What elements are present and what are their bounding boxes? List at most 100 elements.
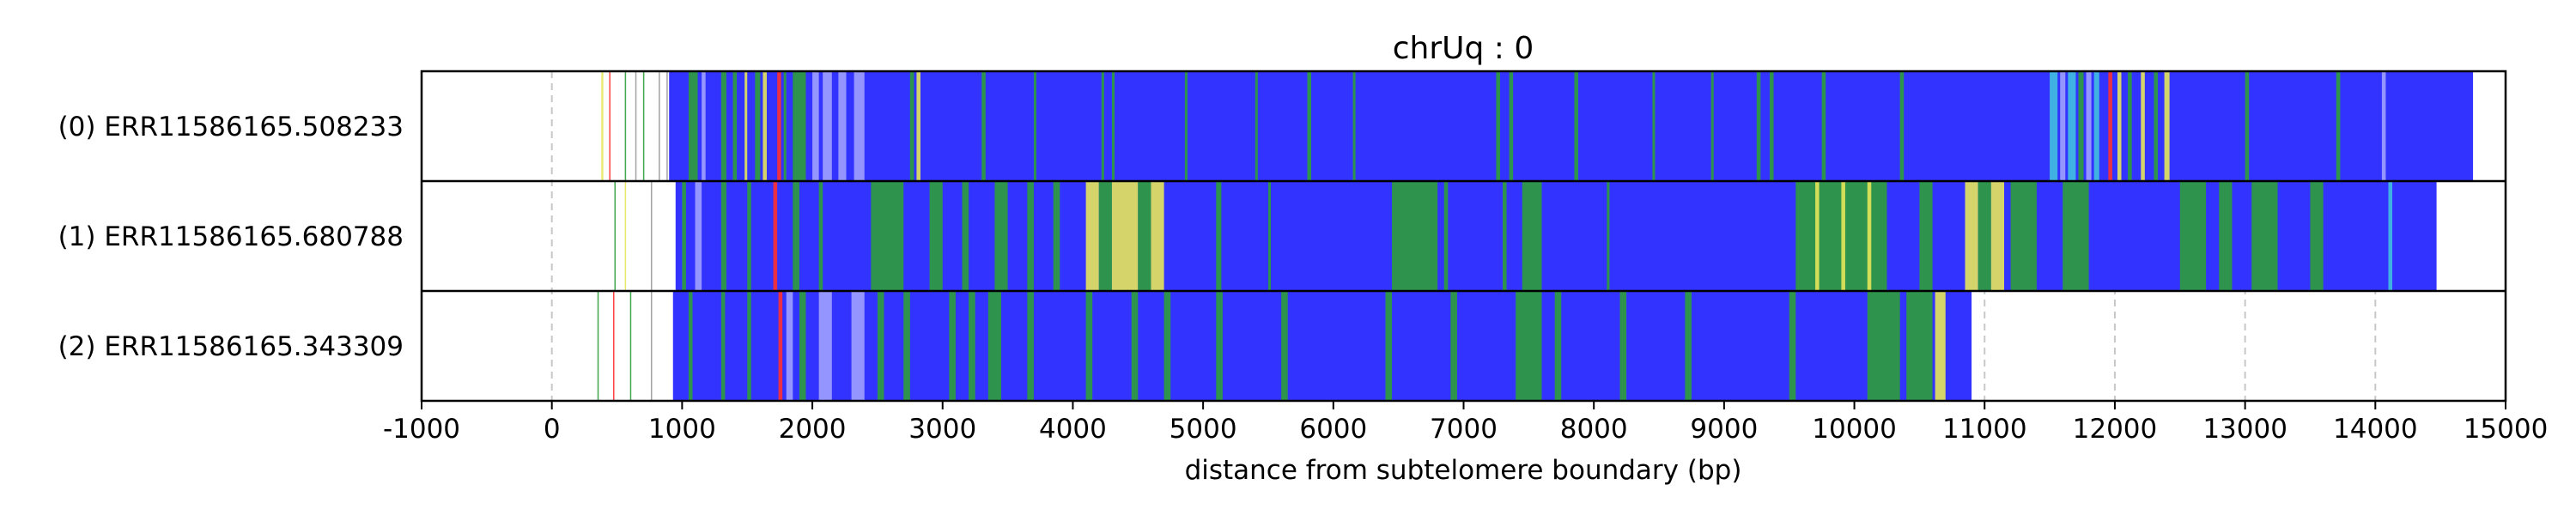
read-segment (778, 291, 783, 401)
read-segment (2060, 71, 2066, 181)
read-segment (773, 181, 778, 291)
read-segment (1053, 181, 1060, 291)
x-tick-label: 14000 (2333, 414, 2418, 445)
read-segment (987, 291, 1002, 401)
x-tick-label: 2000 (779, 414, 847, 445)
read-segment (755, 71, 761, 181)
x-tick-label: 5000 (1170, 414, 1237, 445)
chart-title: chrUq : 0 (1393, 31, 1534, 66)
read-segment (695, 181, 702, 291)
read-segment (1163, 291, 1171, 401)
x-tick-label: 1000 (648, 414, 716, 445)
read-segment (929, 181, 943, 291)
read-segment (612, 291, 615, 401)
x-tick-label: 0 (544, 414, 561, 445)
read-segment (2251, 181, 2278, 291)
read-segment (2068, 71, 2076, 181)
read-segment (1906, 291, 1933, 401)
read-segment (969, 291, 975, 401)
read-segment (1027, 291, 1034, 401)
x-tick-label: 3000 (908, 414, 976, 445)
read-segment (1935, 291, 1946, 401)
x-tick-label: 8000 (1560, 414, 1628, 445)
read-segment (812, 71, 819, 181)
read-segment (1033, 71, 1036, 181)
read-segment (702, 71, 706, 181)
read-segment (2381, 71, 2386, 181)
read-segment (1392, 181, 1438, 291)
read-segment (1085, 181, 1099, 291)
read-segment (659, 71, 660, 181)
read-segment (1216, 181, 1222, 291)
read-label: (0) ERR11586165.508233 (58, 112, 404, 142)
read-segment (1352, 71, 1356, 181)
read-segment (1769, 71, 1774, 181)
read-segment (744, 71, 748, 181)
read-segment (2179, 181, 2207, 291)
read-segment (1978, 181, 1991, 291)
read-segment (688, 71, 698, 181)
read-segment (1281, 291, 1288, 401)
x-tick-label: 6000 (1299, 414, 1367, 445)
read-segment (1098, 181, 1112, 291)
read-segment (650, 291, 653, 401)
read-segment (1111, 181, 1139, 291)
read-segment (1184, 71, 1188, 181)
read-segment (614, 181, 617, 291)
read-segment (2128, 71, 2132, 181)
x-tick-label: 7000 (1430, 414, 1498, 445)
read-segment (1111, 71, 1115, 181)
x-tick-label: 4000 (1039, 414, 1107, 445)
read-segment (1789, 291, 1796, 401)
read-segment (2108, 71, 2112, 181)
read-segment (2245, 71, 2250, 181)
read-segment (682, 181, 686, 291)
read-segment (981, 71, 986, 181)
read-segment (1216, 291, 1223, 401)
read-segment (2219, 181, 2233, 291)
read-segment (720, 291, 726, 401)
read-segment (793, 181, 799, 291)
read-segment (2164, 71, 2170, 181)
read-segment (2388, 181, 2393, 291)
read-segment (1574, 71, 1578, 181)
read-segment (854, 71, 865, 181)
read-segment (2141, 71, 2145, 181)
read-segment (1503, 181, 1507, 291)
read-bar (675, 181, 2437, 291)
read-segment (1867, 181, 1872, 291)
read-segment (838, 71, 847, 181)
read-segment (1138, 181, 1151, 291)
read-segment (642, 71, 645, 181)
read-segment (823, 71, 832, 181)
read-segment (818, 181, 823, 291)
read-segment (2154, 71, 2158, 181)
read-segment (1085, 291, 1093, 401)
read-segment (903, 291, 910, 401)
read-segment (777, 71, 781, 181)
read-segment (1522, 181, 1542, 291)
x-axis-label: distance from subtelomere boundary (bp) (1185, 455, 1742, 486)
read-segment (1151, 181, 1164, 291)
read-segment (1255, 71, 1258, 181)
read-segment (2093, 71, 2099, 181)
read-segment (720, 71, 726, 181)
read-segment (2063, 181, 2089, 291)
read-segment (732, 71, 738, 181)
read-segment (624, 181, 627, 291)
read-segment (601, 71, 604, 181)
read-segment (666, 71, 668, 181)
read-segment (597, 291, 599, 401)
read-segment (2336, 71, 2341, 181)
read-segment (962, 181, 969, 291)
read-segment (1385, 291, 1393, 401)
x-tick-label: 12000 (2073, 414, 2158, 445)
plot-area: (0) ERR11586165.508233 (1) ERR11586165.68… (58, 70, 2548, 445)
read-segment (1131, 291, 1139, 401)
read-segment (1652, 71, 1656, 181)
read-segment (851, 291, 865, 401)
read-segment (2050, 71, 2058, 181)
x-tick-label: 11000 (1942, 414, 2027, 445)
read-segment (1867, 291, 1900, 401)
read-segment (1027, 181, 1034, 291)
